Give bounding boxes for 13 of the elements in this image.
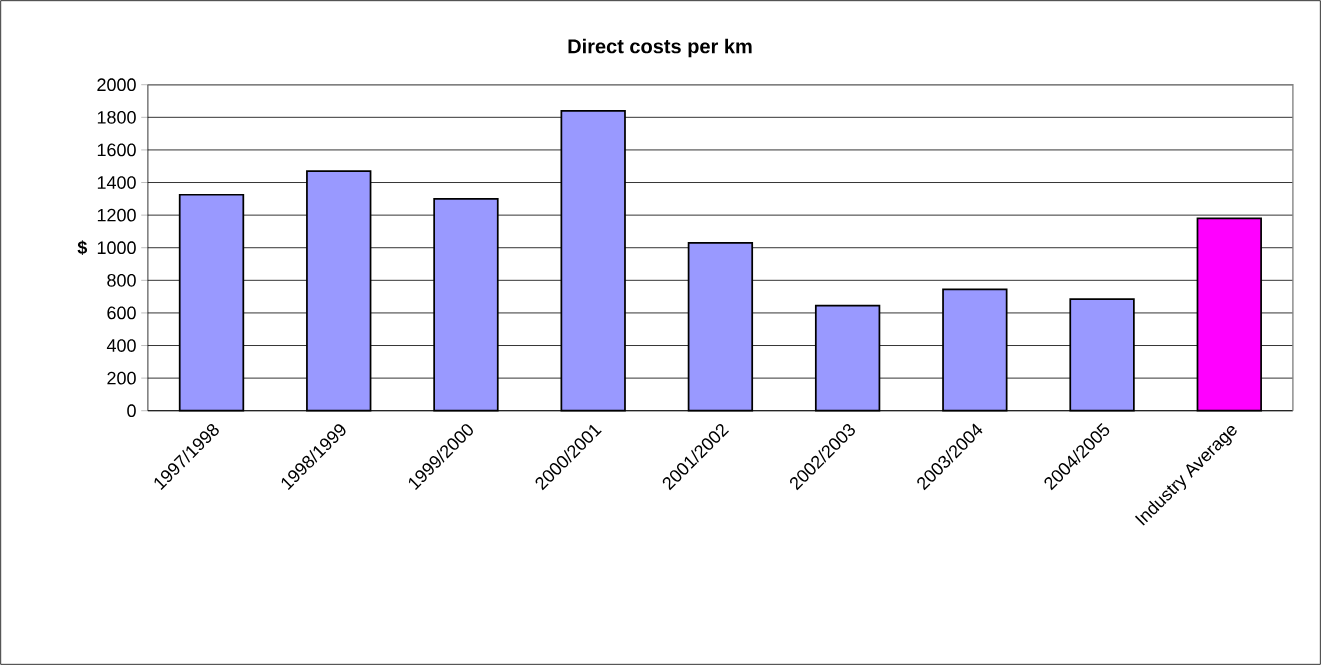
y-axis-title: $ xyxy=(77,240,88,256)
y-tick-label: 200 xyxy=(107,371,136,385)
y-tick-label: 800 xyxy=(107,273,136,287)
y-tick-label: 0 xyxy=(127,404,136,418)
chart-title: Direct costs per km xyxy=(568,38,752,58)
y-tick-label: 1600 xyxy=(97,143,136,157)
y-tick-label: 400 xyxy=(106,339,136,352)
y-tick-label: 1400 xyxy=(97,176,136,189)
y-tick-label: 2000 xyxy=(97,78,136,92)
y-tick-label: 1800 xyxy=(97,110,136,124)
y-tick-label: 600 xyxy=(107,306,136,320)
y-tick-label: 1200 xyxy=(97,208,136,222)
y-tick-label: 1000 xyxy=(97,241,136,255)
